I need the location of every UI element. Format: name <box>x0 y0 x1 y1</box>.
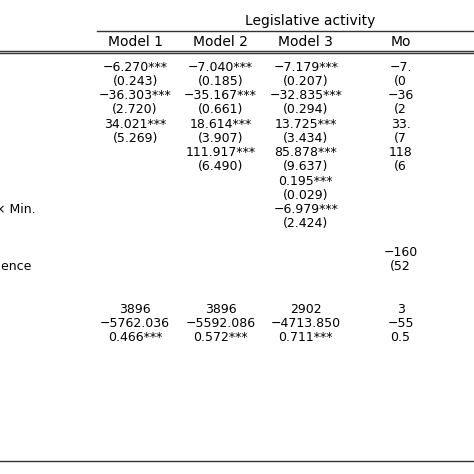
Text: −7.179***: −7.179*** <box>273 61 338 74</box>
Text: (0.661): (0.661) <box>198 103 243 117</box>
Text: Model 1: Model 1 <box>108 35 163 49</box>
Text: (6: (6 <box>394 160 407 173</box>
Text: × Min.: × Min. <box>0 203 36 216</box>
Text: −7.: −7. <box>389 61 412 74</box>
Text: (52: (52 <box>390 260 411 273</box>
Text: Model 3: Model 3 <box>278 35 333 49</box>
Text: 13.725***: 13.725*** <box>274 118 337 131</box>
Text: 0.466***: 0.466*** <box>108 331 162 344</box>
Text: (9.637): (9.637) <box>283 160 328 173</box>
Text: (2: (2 <box>394 103 407 117</box>
Text: (0.207): (0.207) <box>283 75 328 88</box>
Text: −32.835***: −32.835*** <box>269 89 342 102</box>
Text: 118: 118 <box>389 146 412 159</box>
Text: (3.907): (3.907) <box>198 132 243 145</box>
Text: (2.424): (2.424) <box>283 217 328 230</box>
Text: 34.021***: 34.021*** <box>104 118 166 131</box>
Text: 3896: 3896 <box>119 302 151 316</box>
Text: 0.711***: 0.711*** <box>279 331 333 344</box>
Text: −5592.086: −5592.086 <box>185 317 255 330</box>
Text: (0.294): (0.294) <box>283 103 328 117</box>
Text: −36: −36 <box>387 89 414 102</box>
Text: 18.614***: 18.614*** <box>189 118 252 131</box>
Text: −160: −160 <box>383 246 418 259</box>
Text: 2902: 2902 <box>290 302 321 316</box>
Text: −5762.036: −5762.036 <box>100 317 170 330</box>
Text: −55: −55 <box>387 317 414 330</box>
Text: 0.572***: 0.572*** <box>193 331 248 344</box>
Text: 111.917***: 111.917*** <box>185 146 255 159</box>
Text: −7.040***: −7.040*** <box>188 61 253 74</box>
Text: −6.979***: −6.979*** <box>273 203 338 216</box>
Text: (2.720): (2.720) <box>112 103 158 117</box>
Text: (0.029): (0.029) <box>283 189 328 202</box>
Text: (0.243): (0.243) <box>112 75 158 88</box>
Text: (6.490): (6.490) <box>198 160 243 173</box>
Text: −6.270***: −6.270*** <box>102 61 168 74</box>
Text: 0.5: 0.5 <box>391 331 410 344</box>
Text: Model 2: Model 2 <box>193 35 248 49</box>
Text: (5.269): (5.269) <box>112 132 158 145</box>
Text: lience: lience <box>0 260 33 273</box>
Text: 85.878***: 85.878*** <box>274 146 337 159</box>
Text: 3: 3 <box>397 302 404 316</box>
Text: −35.167***: −35.167*** <box>184 89 257 102</box>
Text: 3896: 3896 <box>205 302 236 316</box>
Text: 33.: 33. <box>391 118 410 131</box>
Text: (0: (0 <box>394 75 407 88</box>
Text: −36.303***: −36.303*** <box>99 89 172 102</box>
Text: (0.185): (0.185) <box>198 75 243 88</box>
Text: Legislative activity: Legislative activity <box>245 14 376 28</box>
Text: 0.195***: 0.195*** <box>279 174 333 188</box>
Text: Mo: Mo <box>390 35 411 49</box>
Text: −4713.850: −4713.850 <box>271 317 341 330</box>
Text: (3.434): (3.434) <box>283 132 328 145</box>
Text: (7: (7 <box>394 132 407 145</box>
